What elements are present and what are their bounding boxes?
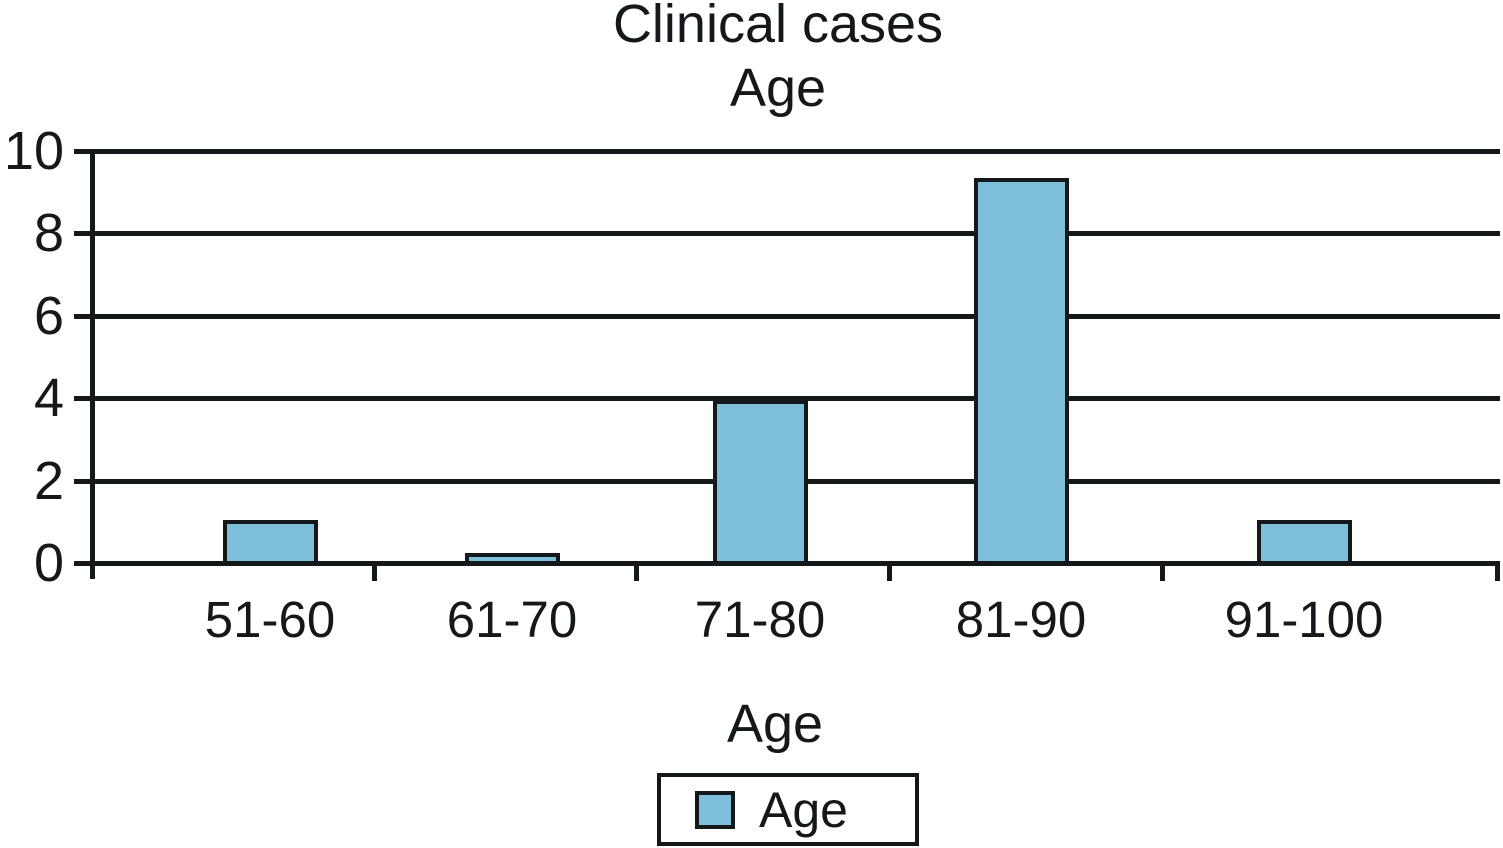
y-axis-label-0: 0 <box>33 533 64 593</box>
bar-91-100 <box>1257 520 1352 565</box>
legend: Age <box>657 773 919 846</box>
y-axis-tick-6 <box>74 314 92 319</box>
y-axis-label-4: 4 <box>33 368 64 428</box>
y-axis-tick-10 <box>74 149 92 154</box>
gridline-y-4 <box>92 396 1500 401</box>
chart-title-line1: Clinical cases <box>612 0 944 54</box>
x-axis-tick-1 <box>634 563 639 581</box>
bar-71-80 <box>713 400 808 565</box>
y-axis-tick-8 <box>74 231 92 236</box>
x-axis-tick-2 <box>887 563 892 581</box>
bar-61-70 <box>465 553 560 565</box>
legend-swatch-icon <box>695 790 735 829</box>
chart-title-line2: Age <box>729 58 827 118</box>
legend-label: Age <box>759 781 848 838</box>
x-axis-tick-4 <box>1495 563 1500 581</box>
x-axis-label-71-80: 71-80 <box>694 591 826 648</box>
gridline-y-8 <box>92 231 1500 236</box>
bar-51-60 <box>223 520 318 565</box>
x-axis-title: Age <box>726 694 824 754</box>
y-axis-tick-2 <box>74 479 92 484</box>
y-axis-line <box>90 149 95 579</box>
y-axis-label-8: 8 <box>33 203 64 263</box>
x-axis-tick-3 <box>1160 563 1165 581</box>
bar-81-90 <box>974 178 1069 565</box>
x-axis-label-51-60: 51-60 <box>204 591 336 648</box>
x-axis-tick-0 <box>372 563 377 581</box>
chart-title: Clinical cases Age <box>613 0 943 120</box>
x-axis-label-61-70: 61-70 <box>446 591 578 648</box>
y-axis-tick-0 <box>74 561 92 566</box>
x-axis-label-91-100: 91-100 <box>1224 591 1384 648</box>
y-axis-label-2: 2 <box>33 451 64 511</box>
y-axis-label-6: 6 <box>33 286 64 346</box>
gridline-y-10 <box>92 149 1500 154</box>
gridline-y-6 <box>92 314 1500 319</box>
x-axis-label-81-90: 81-90 <box>955 591 1087 648</box>
y-axis-label-10: 10 <box>3 121 64 181</box>
y-axis-tick-4 <box>74 396 92 401</box>
